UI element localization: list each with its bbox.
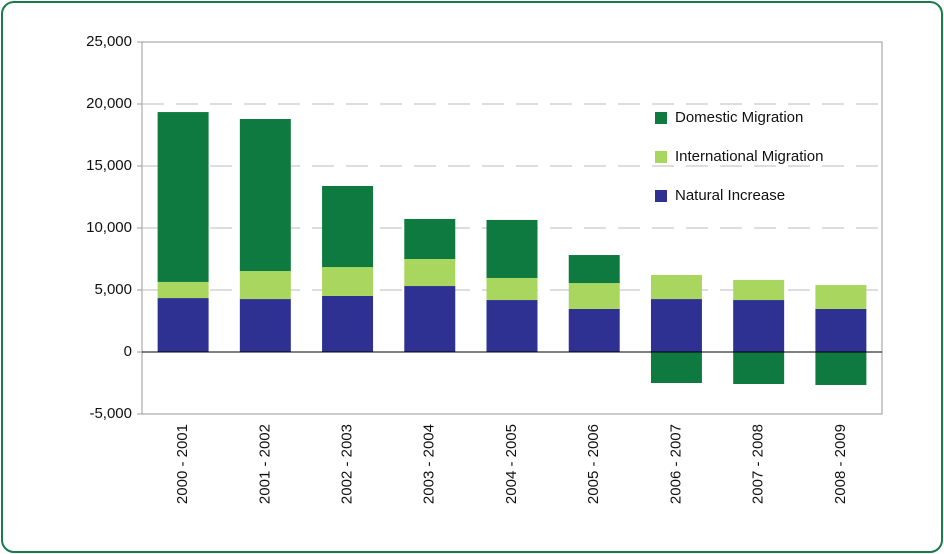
bar-segment <box>486 300 538 352</box>
legend-label: Domestic Migration <box>675 109 803 126</box>
bar-segment <box>568 255 620 284</box>
x-tick-label: 2004 - 2005 <box>503 424 520 504</box>
x-tick-label: 2008 - 2009 <box>832 424 849 504</box>
x-tick-label: 2002 - 2003 <box>339 424 356 504</box>
bar-segment <box>157 298 209 352</box>
y-tick-label: 15,000 <box>86 157 132 174</box>
legend-swatch <box>655 112 667 124</box>
bar-segment <box>568 308 620 352</box>
bar-segment <box>239 271 291 300</box>
legend-label: Natural Increase <box>675 187 785 204</box>
legend-swatch <box>655 190 667 202</box>
x-tick-label: 2006 - 2007 <box>667 424 684 504</box>
bar-segment <box>733 300 785 352</box>
bar-segment <box>650 274 702 300</box>
bar-segment <box>404 259 456 287</box>
bar-segment <box>486 219 538 278</box>
x-tick-label: 2007 - 2008 <box>750 424 767 504</box>
bar-segment <box>815 352 867 385</box>
bar-segment <box>157 281 209 299</box>
bar-segment <box>322 295 374 352</box>
x-tick-label: 2003 - 2004 <box>421 424 438 504</box>
y-tick-label: 5,000 <box>94 281 132 298</box>
legend-swatch <box>655 151 667 163</box>
x-tick-label: 2005 - 2006 <box>585 424 602 504</box>
bar-segment <box>815 285 867 309</box>
bar-segment <box>650 299 702 352</box>
bar-segment <box>815 308 867 352</box>
bar-segment <box>404 286 456 352</box>
y-tick-label: -5,000 <box>89 405 132 422</box>
bar-segment <box>733 279 785 301</box>
x-tick-label: 2000 - 2001 <box>174 424 191 504</box>
bar-segment <box>239 119 291 272</box>
bar-segment <box>239 299 291 352</box>
bar-segment <box>650 352 702 383</box>
y-tick-label: 0 <box>124 343 132 360</box>
y-tick-label: 10,000 <box>86 219 132 236</box>
bar-segment <box>322 185 374 268</box>
bar-segment <box>486 277 538 301</box>
bar-segment <box>733 352 785 384</box>
bar-segment <box>322 267 374 296</box>
bar-segment <box>568 283 620 309</box>
bar-segment <box>404 218 456 259</box>
x-tick-label: 2001 - 2002 <box>256 424 273 504</box>
y-tick-label: 25,000 <box>86 33 132 50</box>
y-tick-label: 20,000 <box>86 95 132 112</box>
legend-label: International Migration <box>675 148 823 165</box>
bar-segment <box>157 112 209 282</box>
